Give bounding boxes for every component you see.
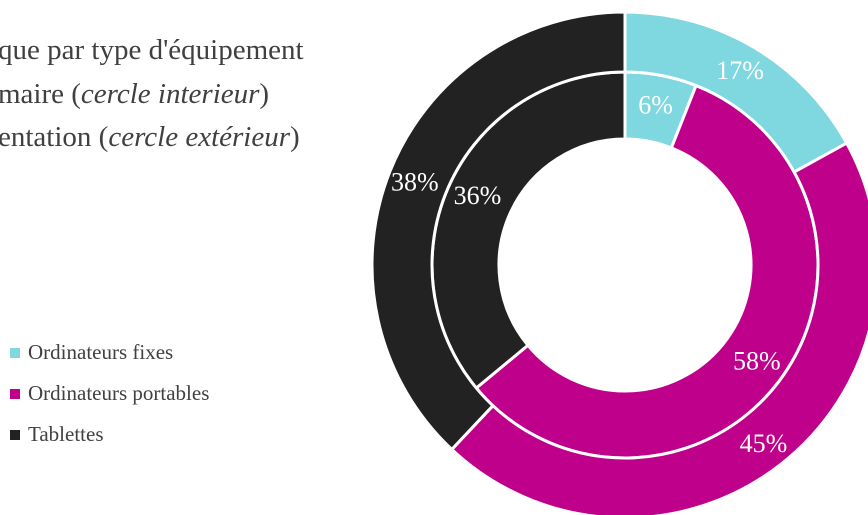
inner-label-fixes: 6% bbox=[638, 90, 673, 119]
outer-label-fixes: 17% bbox=[716, 56, 764, 85]
inner-label-portables: 58% bbox=[733, 346, 781, 375]
outer-label-tablettes: 38% bbox=[391, 167, 439, 196]
outer-label-portables: 45% bbox=[740, 429, 788, 458]
inner-label-tablettes: 36% bbox=[454, 181, 502, 210]
